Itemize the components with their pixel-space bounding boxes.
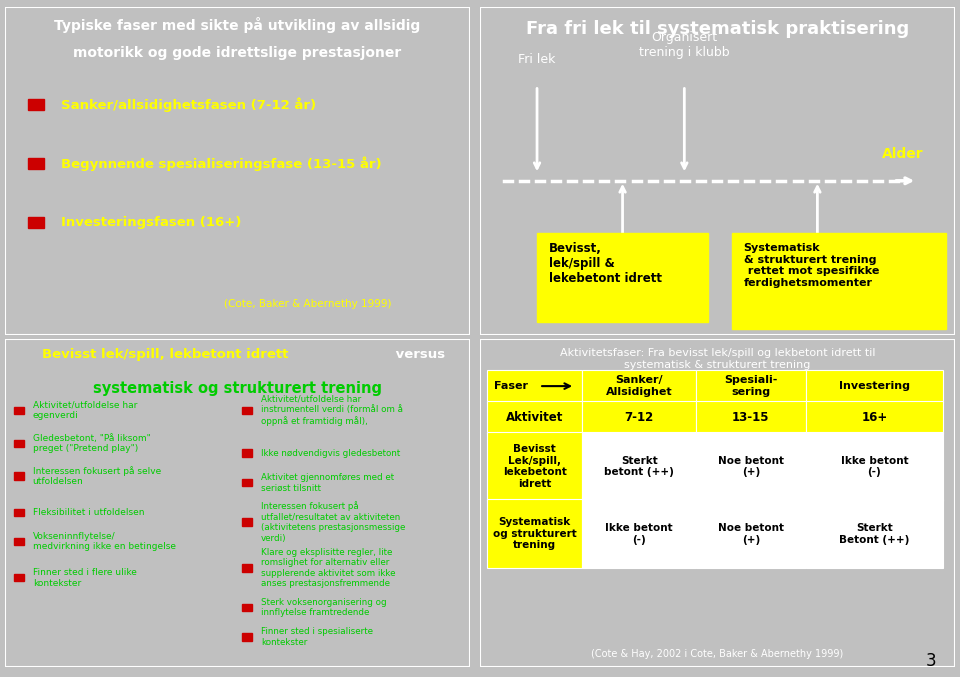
Text: 7-12: 7-12 xyxy=(625,411,654,424)
FancyBboxPatch shape xyxy=(487,432,582,501)
Text: Vokseninnflytelse/
medvirkning ikke en betingelse: Vokseninnflytelse/ medvirkning ikke en b… xyxy=(33,532,176,552)
Text: Interessen fokusert på
utfallet/resultatet av aktiviteten
(aktivitetens prestasj: Interessen fokusert på utfallet/resultat… xyxy=(261,502,405,542)
Text: Sterkt
betont (++): Sterkt betont (++) xyxy=(604,456,674,477)
FancyBboxPatch shape xyxy=(582,432,696,501)
FancyBboxPatch shape xyxy=(537,234,708,322)
Text: Sterk voksenorganisering og
innflytelse framtredende: Sterk voksenorganisering og innflytelse … xyxy=(261,598,387,617)
Bar xyxy=(28,158,44,169)
Text: Systematisk
og strukturert
trening: Systematisk og strukturert trening xyxy=(492,517,577,550)
Text: Begynnende spesialiseringsfase (13-15 år): Begynnende spesialiseringsfase (13-15 år… xyxy=(60,156,381,171)
Text: Ikke nødvendigvis gledesbetont: Ikke nødvendigvis gledesbetont xyxy=(261,449,400,458)
FancyBboxPatch shape xyxy=(805,432,944,501)
FancyBboxPatch shape xyxy=(805,500,944,568)
Bar xyxy=(242,634,252,640)
Text: Investering: Investering xyxy=(839,381,910,391)
Text: Interessen fokusert på selve
utfoldelsen: Interessen fokusert på selve utfoldelsen xyxy=(33,466,161,486)
Text: Fleksibilitet i utfoldelsen: Fleksibilitet i utfoldelsen xyxy=(33,508,144,517)
Text: Systematisk
& strukturert trening
 rettet mot spesifikke
ferdighetsmomenter: Systematisk & strukturert trening rettet… xyxy=(744,243,879,288)
Text: Aktivitet: Aktivitet xyxy=(506,411,564,424)
Text: Bevisst lek/spill, lekbetont idrett: Bevisst lek/spill, lekbetont idrett xyxy=(42,349,288,362)
FancyBboxPatch shape xyxy=(805,401,944,434)
Text: systematisk og strukturert trening: systematisk og strukturert trening xyxy=(93,381,382,396)
Bar xyxy=(242,450,252,457)
Text: versus: versus xyxy=(392,349,445,362)
Text: Fra fri lek til systematisk praktisering: Fra fri lek til systematisk praktisering xyxy=(526,20,909,38)
Text: Typiske faser med sikte på utvikling av allsidig: Typiske faser med sikte på utvikling av … xyxy=(55,17,420,32)
Text: Sanker/allsidighetsfasen (7-12 år): Sanker/allsidighetsfasen (7-12 år) xyxy=(60,97,316,112)
FancyBboxPatch shape xyxy=(487,401,582,434)
Bar xyxy=(28,217,44,228)
Text: motorikk og gode idrettslige prestasjoner: motorikk og gode idrettslige prestasjone… xyxy=(74,46,401,60)
FancyBboxPatch shape xyxy=(487,370,582,403)
Bar xyxy=(242,479,252,486)
Text: Faser: Faser xyxy=(494,381,528,391)
Bar xyxy=(28,99,44,110)
Bar xyxy=(14,538,24,546)
Bar xyxy=(14,574,24,582)
Bar xyxy=(14,508,24,516)
Bar xyxy=(14,439,24,447)
Text: Aktivitetsfaser: Fra bevisst lek/spill og lekbetont idrett til
systematisk & str: Aktivitetsfaser: Fra bevisst lek/spill o… xyxy=(560,349,876,370)
Text: Finner sted i flere ulike
kontekster: Finner sted i flere ulike kontekster xyxy=(33,568,136,588)
Text: Bevisst,
lek/spill &
lekebetont idrett: Bevisst, lek/spill & lekebetont idrett xyxy=(549,242,661,284)
Text: Organisert
trening i klubb: Organisert trening i klubb xyxy=(639,31,730,60)
Bar xyxy=(242,519,252,525)
FancyBboxPatch shape xyxy=(732,234,946,328)
FancyBboxPatch shape xyxy=(487,500,582,568)
Text: Aktivitet gjennomføres med et
seriøst tilsnitt: Aktivitet gjennomføres med et seriøst ti… xyxy=(261,473,394,492)
FancyBboxPatch shape xyxy=(696,370,805,403)
Text: (Cote & Hay, 2002 i Cote, Baker & Abernethy 1999): (Cote & Hay, 2002 i Cote, Baker & Aberne… xyxy=(591,649,844,659)
FancyBboxPatch shape xyxy=(696,432,805,501)
Text: Noe betont
(+): Noe betont (+) xyxy=(718,523,784,545)
Text: 16+: 16+ xyxy=(861,411,888,424)
FancyBboxPatch shape xyxy=(582,401,696,434)
Text: Spesiali-
sering: Spesiali- sering xyxy=(724,375,778,397)
Text: Ikke betont
(-): Ikke betont (-) xyxy=(841,456,908,477)
Bar xyxy=(242,604,252,611)
Text: Alder: Alder xyxy=(882,147,924,161)
Text: Finner sted i spesialiserte
kontekster: Finner sted i spesialiserte kontekster xyxy=(261,628,372,647)
Text: Ikke betont
(-): Ikke betont (-) xyxy=(606,523,673,545)
Text: Aktivitet/utfoldelse har
instrumentell verdi (formål om å
oppnå et framtidig mål: Aktivitet/utfoldelse har instrumentell v… xyxy=(261,395,403,426)
Text: 13-15: 13-15 xyxy=(732,411,770,424)
Bar xyxy=(242,565,252,571)
FancyBboxPatch shape xyxy=(696,500,805,568)
Text: 3: 3 xyxy=(925,652,936,670)
FancyBboxPatch shape xyxy=(696,401,805,434)
Text: Aktivitet/utfoldelse har
egenverdi: Aktivitet/utfoldelse har egenverdi xyxy=(33,401,137,420)
Bar xyxy=(14,407,24,414)
Text: Bevisst
Lek/spill,
lekebetont
idrett: Bevisst Lek/spill, lekebetont idrett xyxy=(503,444,566,489)
FancyBboxPatch shape xyxy=(582,500,696,568)
Text: (Cote, Baker & Abernethy 1999): (Cote, Baker & Abernethy 1999) xyxy=(224,299,391,309)
Text: Noe betont
(+): Noe betont (+) xyxy=(718,456,784,477)
Text: Fri lek: Fri lek xyxy=(518,53,556,66)
FancyBboxPatch shape xyxy=(805,370,944,403)
Text: Sanker/
Allsidighet: Sanker/ Allsidighet xyxy=(606,375,673,397)
Text: Sterkt
Betont (++): Sterkt Betont (++) xyxy=(839,523,910,545)
Text: Investeringsfasen (16+): Investeringsfasen (16+) xyxy=(60,217,241,230)
Bar xyxy=(14,473,24,480)
Bar xyxy=(242,407,252,414)
Text: Gledesbetont, "På liksom"
preget ("Pretend play"): Gledesbetont, "På liksom" preget ("Prete… xyxy=(33,433,151,453)
FancyBboxPatch shape xyxy=(582,370,696,403)
Text: Klare og eksplisitte regler, lite
romslighet for alternativ eller
supplerende ak: Klare og eksplisitte regler, lite romsli… xyxy=(261,548,396,588)
